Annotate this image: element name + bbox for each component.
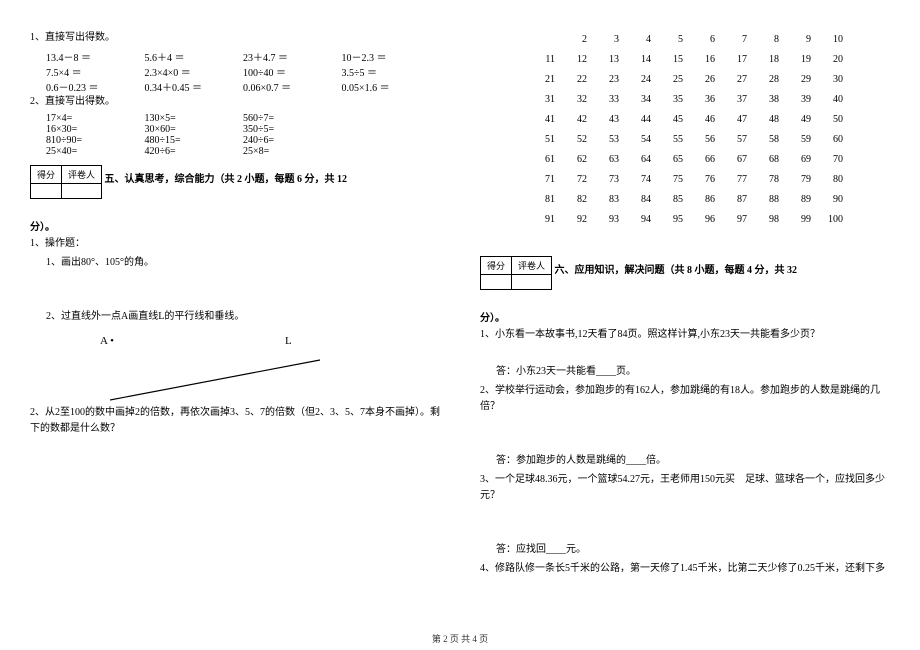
q2-title: 2、直接写出得数。 [30,94,440,110]
q2-row: 16×30=30×60=350÷5= [46,124,440,135]
q2-row: 810÷90=480÷15=240÷6= [46,135,440,146]
problem-2: 2、学校举行运动会，参加跑步的有162人，参加跳绳的有18人。参加跑步的人数是跳… [480,383,890,415]
point-a: A • [100,335,114,347]
page: 1、直接写出得数。 13.4－8 ＝5.6＋4 ＝23＋4.7 ＝10－2.3 … [0,0,920,610]
q2-row: 17×4=130×5=560÷7= [46,113,440,124]
q1-block: 13.4－8 ＝5.6＋4 ＝23＋4.7 ＝10－2.3 ＝ 7.5×4 ＝2… [30,49,440,94]
q2-row: 25×40=420÷6=25×8= [46,146,440,157]
score-box: 得分评卷人 [480,256,552,290]
left-column: 1、直接写出得数。 13.4－8 ＝5.6＋4 ＝23＋4.7 ＝10－2.3 … [0,0,460,610]
right-column: 2345678910 11121314151617181920 21222324… [460,0,920,610]
op1: 1、画出80°、105°的角。 [30,255,440,271]
q1-row: 0.6－0.23 ＝0.34＋0.45 ＝0.06×0.7 ＝0.05×1.6 … [46,79,440,94]
q1-row: 7.5×4 ＝2.3×4×0 ＝100÷40 ＝3.5÷5 ＝ [46,64,440,79]
section-5-header: 得分评卷人 五、认真思考，综合能力（共 2 小题，每题 6 分，共 12 [30,157,440,202]
score-box: 得分评卷人 [30,165,102,199]
answer-1: 答：小东23天一共能看____页。 [480,364,890,380]
answer-3: 答：应找回____元。 [480,542,890,558]
fen-suffix: 分）。 [480,313,505,324]
q2b: 2、从2至100的数中画掉2的倍数，再依次画掉3、5、7的倍数（但2、3、5、7… [30,405,440,437]
fen-suffix: 分）。 [30,222,55,233]
score-label: 得分 [481,257,512,275]
page-footer: 第 2 页 共 4 页 [0,632,920,645]
line-l-icon [110,355,330,405]
op-title: 1、操作题： [30,236,440,252]
q1-row: 13.4－8 ＝5.6＋4 ＝23＋4.7 ＝10－2.3 ＝ [46,49,440,64]
number-grid: 2345678910 11121314151617181920 21222324… [480,30,890,230]
answer-2: 答：参加跑步的人数是跳绳的____倍。 [480,453,890,469]
q1-title: 1、直接写出得数。 [30,30,440,46]
grader-label: 评卷人 [512,257,552,275]
section-6-title: 六、应用知识，解决问题（共 8 小题，每题 4 分，共 32 [555,265,798,276]
problem-1: 1、小东看一本故事书,12天看了84页。照这样计算,小东23天一共能看多少页？ [480,327,890,343]
point-l: L [285,335,292,347]
problem-4: 4、修路队修一条长5千米的公路，第一天修了1.45千米，比第二天少修了0.25千… [480,561,890,577]
problem-3: 3、一个足球48.36元，一个篮球54.27元，王老师用150元买 足球、篮球各… [480,472,890,504]
line-diagram: A • L [30,335,440,405]
q2-block: 17×4=130×5=560÷7= 16×30=30×60=350÷5= 810… [30,113,440,157]
section-5-title: 五、认真思考，综合能力（共 2 小题，每题 6 分，共 12 [105,174,348,185]
op2: 2、过直线外一点A画直线L的平行线和垂线。 [30,309,440,325]
grader-label: 评卷人 [62,166,102,184]
score-label: 得分 [31,166,62,184]
section-6-header: 得分评卷人 六、应用知识，解决问题（共 8 小题，每题 4 分，共 32 [480,248,890,293]
